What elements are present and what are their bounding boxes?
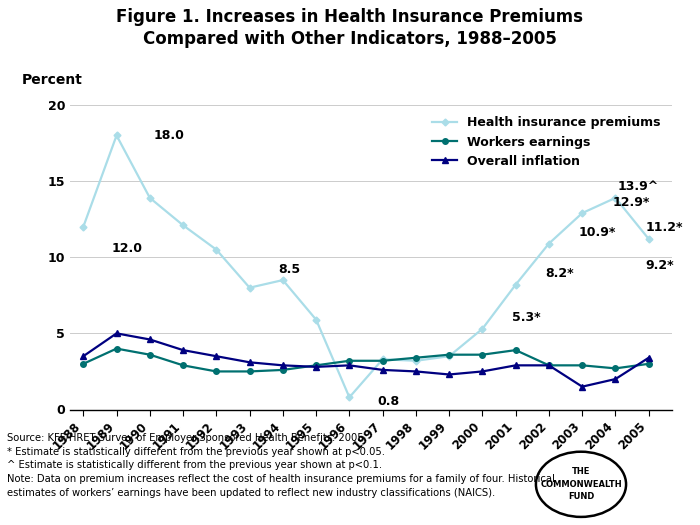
- Text: ^ Estimate is statistically different from the previous year shown at p<0.1.: ^ Estimate is statistically different fr…: [7, 460, 382, 470]
- Text: THE
COMMONWEALTH
FUND: THE COMMONWEALTH FUND: [540, 467, 622, 501]
- Text: Source: KFF/HRET Survey of Employer-Sponsored Health Benefits: 2005.: Source: KFF/HRET Survey of Employer-Spon…: [7, 433, 367, 443]
- Text: 18.0: 18.0: [153, 129, 184, 142]
- Text: Percent: Percent: [22, 73, 83, 87]
- Text: 8.5: 8.5: [278, 262, 300, 276]
- Text: 11.2*: 11.2*: [645, 222, 683, 234]
- Text: 10.9*: 10.9*: [579, 226, 616, 239]
- Text: 8.2*: 8.2*: [545, 267, 574, 280]
- Text: * Estimate is statistically different from the previous year shown at p<0.05.: * Estimate is statistically different fr…: [7, 447, 385, 457]
- Text: 13.9^: 13.9^: [617, 180, 659, 193]
- Text: estimates of workers’ earnings have been updated to reflect new industry classif: estimates of workers’ earnings have been…: [7, 488, 496, 498]
- Legend: Health insurance premiums, Workers earnings, Overall inflation: Health insurance premiums, Workers earni…: [427, 111, 666, 173]
- Text: 12.9*: 12.9*: [612, 195, 650, 208]
- Text: Note: Data on premium increases reflect the cost of health insurance premiums fo: Note: Data on premium increases reflect …: [7, 474, 555, 484]
- Text: 5.3*: 5.3*: [512, 311, 541, 324]
- Text: 12.0: 12.0: [111, 242, 143, 255]
- Text: Figure 1. Increases in Health Insurance Premiums
Compared with Other Indicators,: Figure 1. Increases in Health Insurance …: [116, 8, 584, 48]
- Text: 9.2*: 9.2*: [645, 259, 674, 272]
- Text: 0.8: 0.8: [378, 395, 400, 408]
